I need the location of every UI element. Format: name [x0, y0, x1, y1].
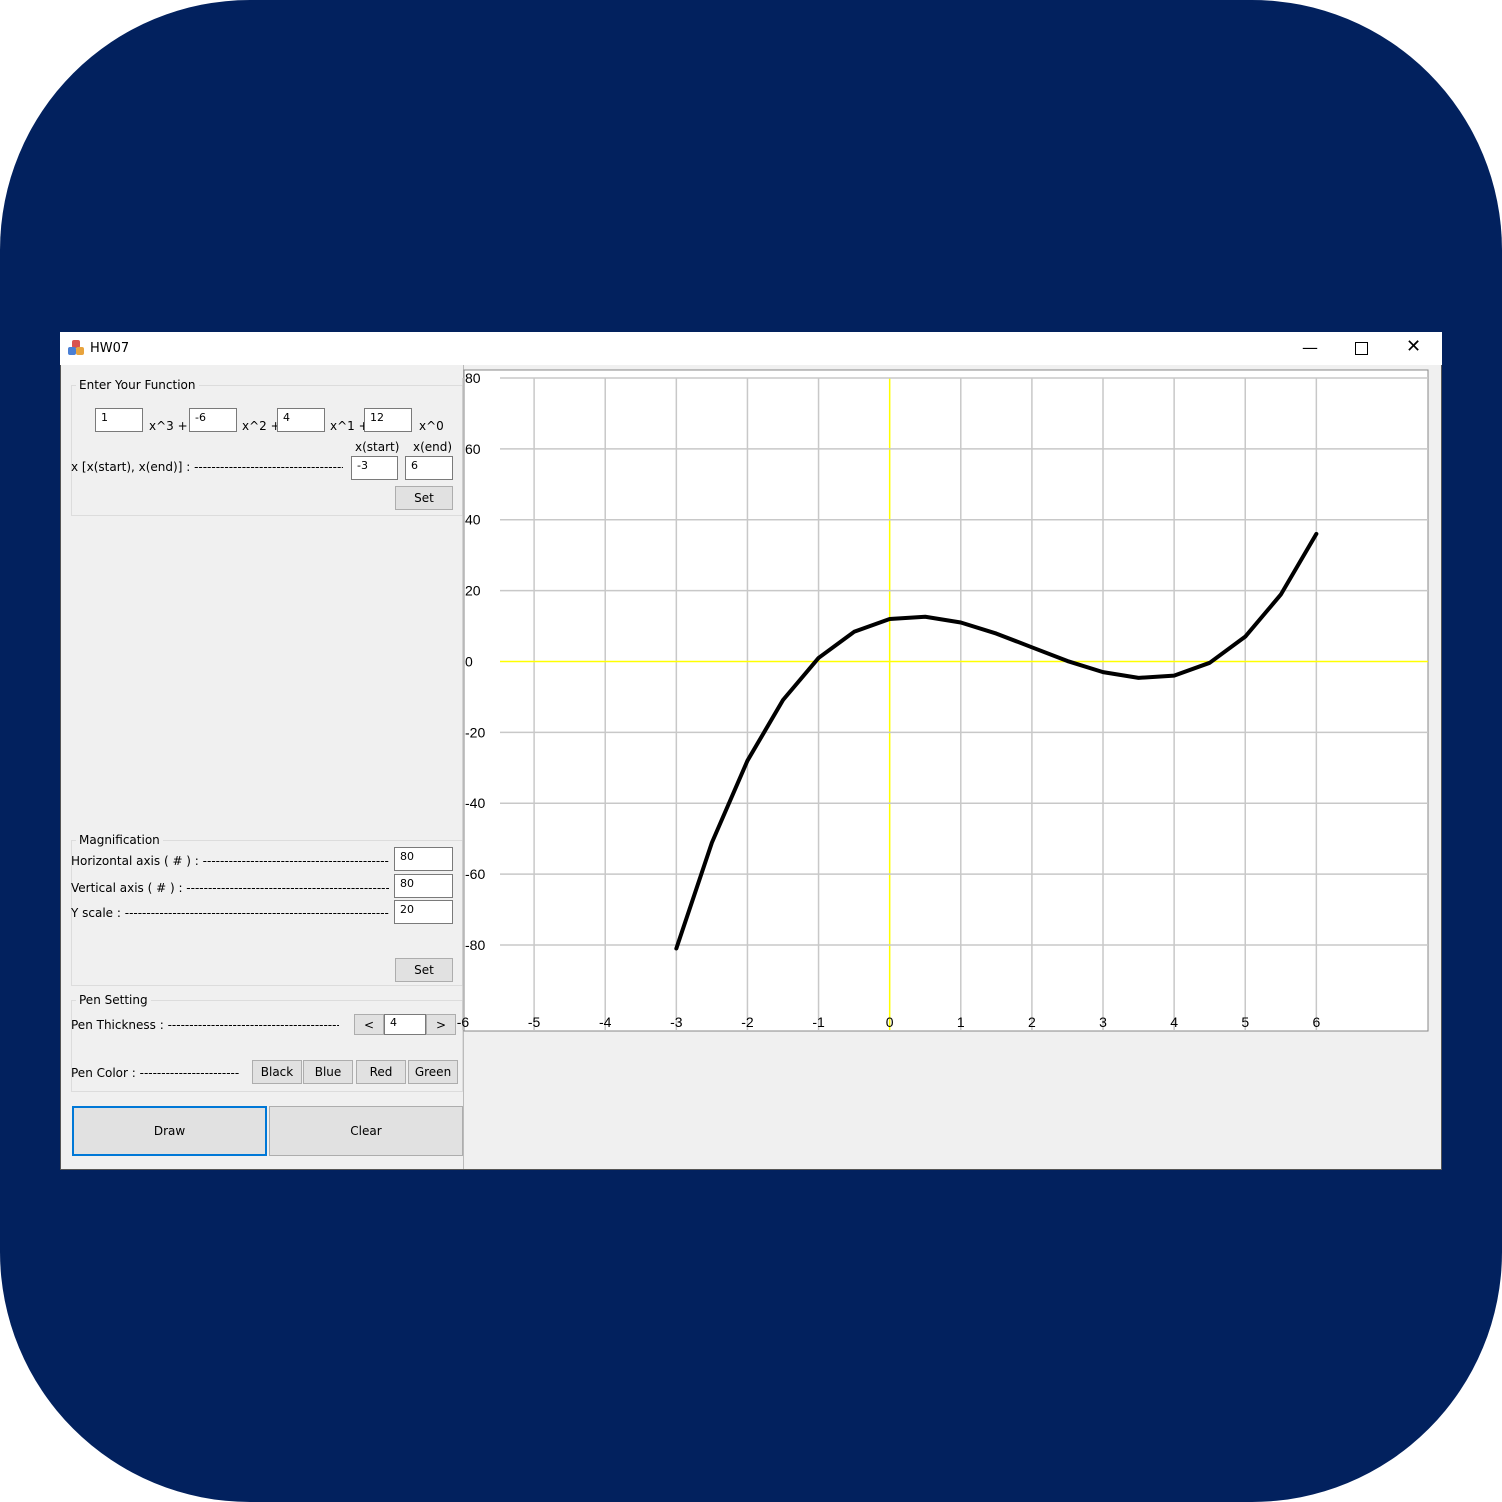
- row-input[interactable]: 80: [394, 874, 453, 898]
- row-input[interactable]: 20: [394, 900, 453, 924]
- color-button[interactable]: Green: [408, 1060, 458, 1084]
- color-button[interactable]: Red: [356, 1060, 406, 1084]
- color-button[interactable]: Black: [252, 1060, 302, 1084]
- minimize-button[interactable]: —: [1302, 338, 1318, 357]
- coefficient-input[interactable]: 12: [364, 408, 412, 432]
- title-bar: [60, 332, 1442, 365]
- maximize-button[interactable]: [1355, 342, 1368, 355]
- start-header: x(start): [355, 440, 400, 454]
- set-button[interactable]: Set: [395, 486, 453, 510]
- increase-button[interactable]: >: [426, 1014, 456, 1035]
- clear-button[interactable]: Clear: [269, 1106, 463, 1156]
- coefficient-input[interactable]: -6: [189, 408, 237, 432]
- coefficient-input[interactable]: 4: [277, 408, 325, 432]
- end-input[interactable]: 6: [405, 456, 453, 480]
- row-label: Vertical axis ( # ) : ------------------…: [71, 881, 389, 895]
- thickness-input[interactable]: 4: [384, 1014, 426, 1035]
- group-title: Pen Setting: [76, 993, 151, 1007]
- color-label: Pen Color : -------------------------: [71, 1066, 239, 1080]
- range-label: x [x(start), x(end)] : -----------------…: [71, 460, 343, 474]
- decrease-button[interactable]: <: [354, 1014, 384, 1035]
- start-input[interactable]: -3: [351, 456, 398, 480]
- group-title: Magnification: [76, 833, 163, 847]
- color-button[interactable]: Blue: [303, 1060, 353, 1084]
- draw-button[interactable]: Draw: [72, 1106, 267, 1156]
- term-label: x^3 +: [149, 419, 188, 433]
- row-input[interactable]: 80: [394, 847, 453, 871]
- group-title: Enter Your Function: [76, 378, 199, 392]
- row-label: Horizontal axis ( # ) : ----------------…: [71, 854, 389, 868]
- term-label: x^0: [419, 419, 444, 433]
- row-label: Y scale : ------------------------------…: [71, 906, 389, 920]
- pen-group: [71, 1000, 463, 1092]
- window-title: HW07: [90, 341, 130, 356]
- app-icon: [68, 340, 84, 356]
- term-label: x^1 +: [330, 419, 369, 433]
- coefficient-input[interactable]: 1: [95, 408, 143, 432]
- divider: [463, 365, 464, 1169]
- term-label: x^2 +: [242, 419, 281, 433]
- close-button[interactable]: ✕: [1406, 336, 1422, 357]
- thickness-label: Pen Thickness : ------------------------…: [71, 1018, 339, 1032]
- end-header: x(end): [413, 440, 453, 454]
- set-button[interactable]: Set: [395, 958, 453, 982]
